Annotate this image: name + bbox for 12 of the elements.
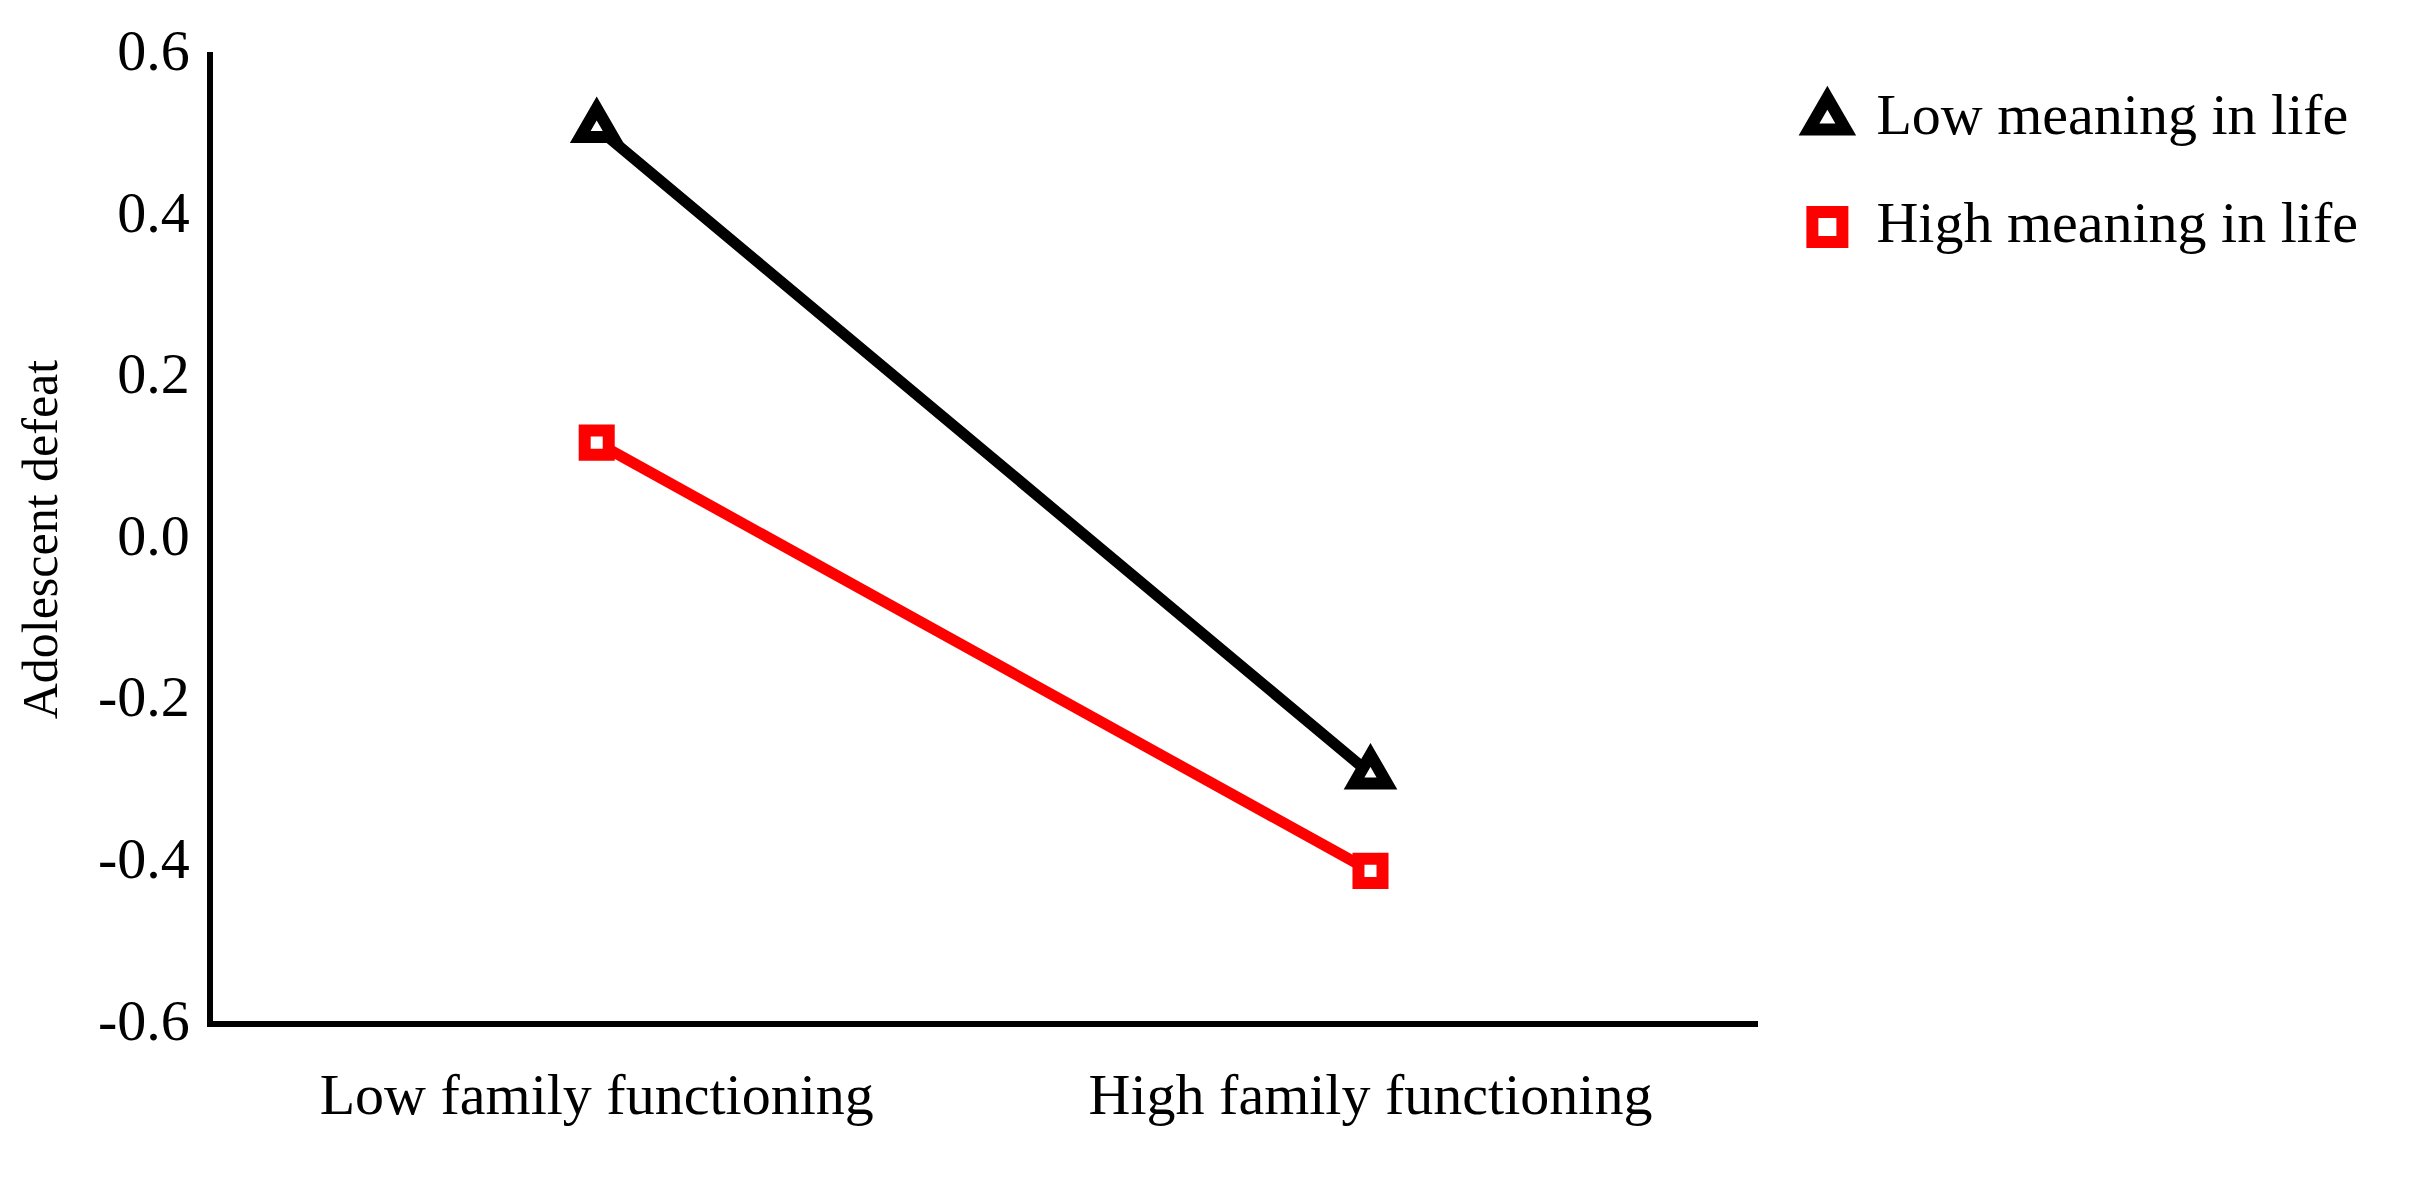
y-tick-label: 0.6	[117, 18, 190, 84]
y-tick-label: 0.4	[117, 179, 190, 245]
x-tick-label: Low family functioning	[319, 1062, 874, 1128]
y-tick-label: -0.6	[97, 987, 190, 1053]
legend-label: High meaning in life	[1876, 190, 2359, 256]
y-tick-label: 0.2	[117, 341, 190, 407]
y-axis-title: Adolescent defeat	[12, 359, 69, 720]
y-tick-label: 0.0	[117, 502, 190, 568]
y-tick-label: -0.4	[97, 826, 190, 892]
y-tick-label: -0.2	[97, 664, 190, 730]
x-tick-label: High family functioning	[1088, 1062, 1653, 1128]
legend-label: Low meaning in life	[1876, 82, 2349, 148]
